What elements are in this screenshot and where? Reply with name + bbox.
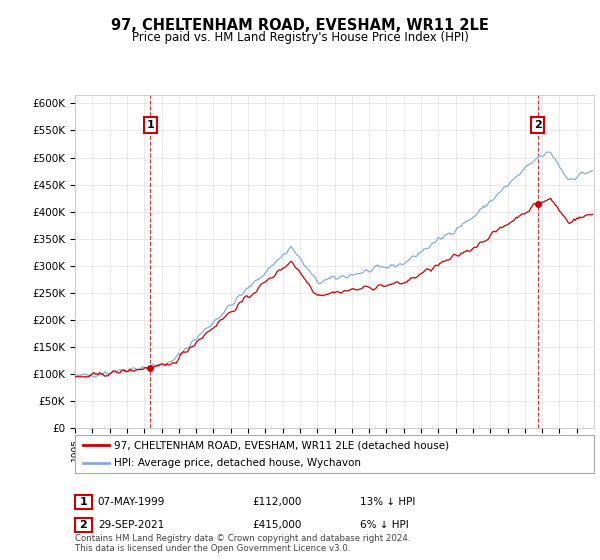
Text: Price paid vs. HM Land Registry's House Price Index (HPI): Price paid vs. HM Land Registry's House … (131, 31, 469, 44)
Text: 2: 2 (534, 120, 542, 130)
Text: HPI: Average price, detached house, Wychavon: HPI: Average price, detached house, Wych… (114, 458, 361, 468)
Text: 6% ↓ HPI: 6% ↓ HPI (360, 520, 409, 530)
Text: 29-SEP-2021: 29-SEP-2021 (98, 520, 164, 530)
Text: 97, CHELTENHAM ROAD, EVESHAM, WR11 2LE: 97, CHELTENHAM ROAD, EVESHAM, WR11 2LE (111, 18, 489, 32)
Point (533, 199, 542, 208)
Text: £112,000: £112,000 (252, 497, 301, 507)
Text: 1: 1 (80, 497, 87, 507)
Text: Contains HM Land Registry data © Crown copyright and database right 2024.
This d: Contains HM Land Registry data © Crown c… (75, 534, 410, 553)
Point (145, 363, 155, 372)
Text: 2: 2 (80, 520, 87, 530)
Text: 97, CHELTENHAM ROAD, EVESHAM, WR11 2LE (detached house): 97, CHELTENHAM ROAD, EVESHAM, WR11 2LE (… (114, 440, 449, 450)
Text: 13% ↓ HPI: 13% ↓ HPI (360, 497, 415, 507)
Text: 1: 1 (146, 120, 154, 130)
Text: 07-MAY-1999: 07-MAY-1999 (98, 497, 165, 507)
Text: £415,000: £415,000 (252, 520, 301, 530)
